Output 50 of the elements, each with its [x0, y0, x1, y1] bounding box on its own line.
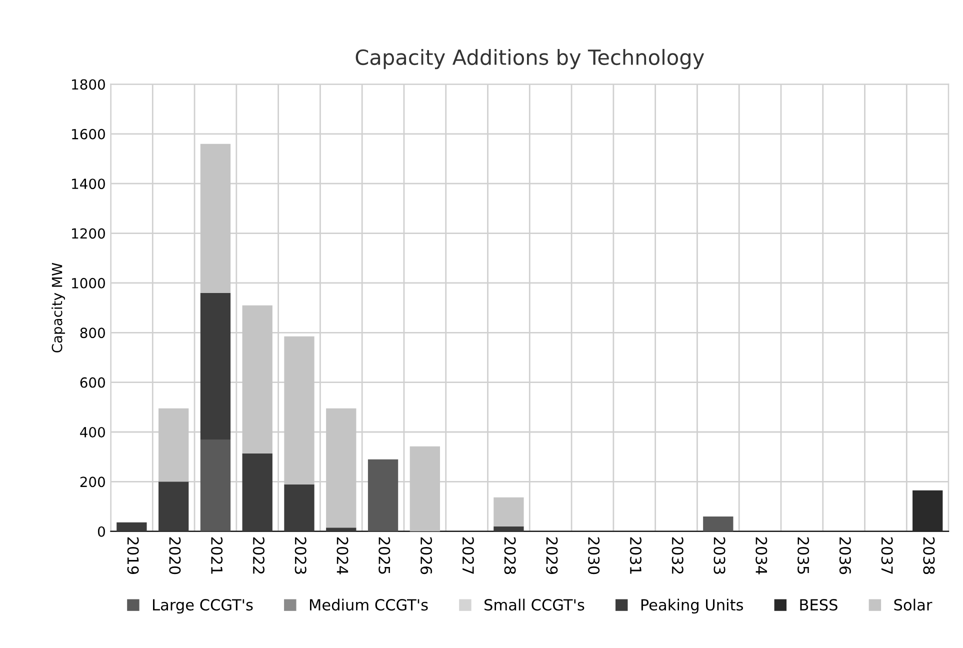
x-tick-label: 2024: [336, 537, 348, 574]
legend-label: BESS: [800, 599, 838, 611]
x-tick-label: 2038: [923, 537, 935, 574]
x-tick-label: 2019: [127, 537, 139, 574]
x-tick-label: 2027: [462, 537, 474, 574]
y-tick-label: 1200: [72, 228, 105, 239]
y-tick-label: 0: [98, 526, 105, 537]
y-tick-label: 1000: [72, 278, 105, 288]
y-tick-label: 200: [80, 476, 105, 488]
x-tick-label: 2032: [672, 537, 684, 574]
y-tick-label: 800: [80, 328, 105, 338]
bar: [912, 490, 943, 532]
bar: [284, 484, 314, 532]
bar: [242, 453, 272, 532]
x-tick-label: 2033: [714, 537, 726, 574]
legend-label: Medium CCGT's: [310, 598, 428, 611]
legend-label: Solar: [894, 598, 932, 611]
x-tick-label: 2035: [798, 537, 810, 574]
bar: [494, 526, 524, 532]
x-tick-label: 2030: [588, 537, 600, 574]
x-tick-label: 2020: [169, 537, 181, 574]
x-tick-label: 2026: [420, 537, 432, 574]
chart-title: Capacity Additions by Technology: [356, 48, 704, 70]
y-tick-label: 600: [80, 377, 105, 388]
y-tick-label: 1800: [72, 79, 105, 90]
y-tick-label: 400: [80, 426, 105, 438]
y-tick-label: 1600: [72, 128, 105, 140]
bar: [158, 482, 189, 532]
bar: [200, 292, 231, 440]
legend-label: Large CCGT's: [153, 599, 253, 614]
x-tick-label: 2023: [294, 537, 306, 574]
x-tick-label: 2034: [756, 537, 768, 574]
x-tick-label: 2037: [881, 537, 893, 574]
x-tick-label: 2031: [630, 537, 642, 574]
bar: [494, 497, 524, 526]
y-axis-title: Capacity MW: [52, 262, 65, 352]
legend-label: Small CCGT's: [484, 598, 584, 611]
bar: [200, 439, 231, 532]
x-tick-label: 2022: [252, 537, 264, 574]
x-tick-label: 2025: [378, 537, 390, 574]
x-tick-label: 2021: [211, 537, 223, 574]
x-tick-label: 2028: [504, 537, 516, 574]
x-tick-label: 2029: [546, 537, 558, 574]
legend-label: Peaking Units: [641, 598, 743, 614]
bar: [116, 522, 147, 532]
x-tick-label: 2036: [839, 537, 851, 574]
bar: [368, 459, 398, 532]
bar: [703, 516, 734, 532]
bar: [326, 528, 356, 532]
y-tick-label: 1400: [72, 178, 105, 190]
